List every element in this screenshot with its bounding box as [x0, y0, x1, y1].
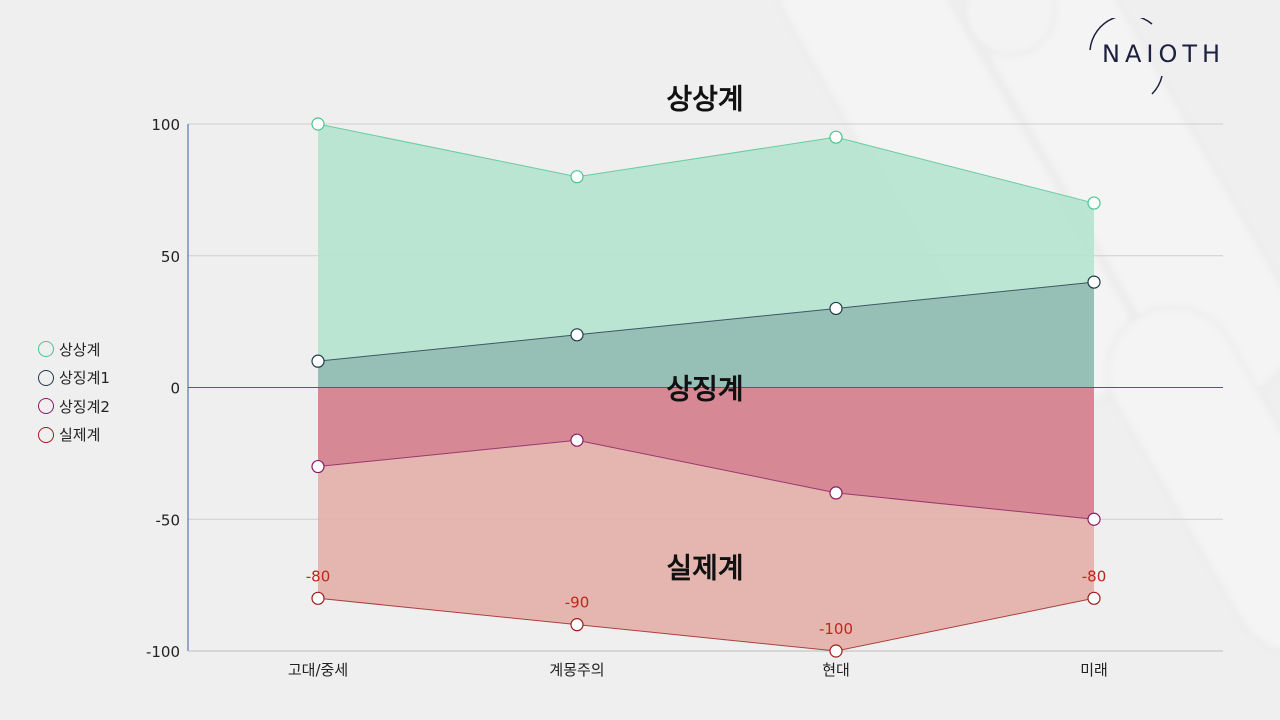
series-line-1: [317, 281, 1095, 362]
naioth-logo: NAIOTH: [1082, 18, 1252, 98]
logo-arc-icon: [1089, 18, 1163, 95]
data-label: -100: [819, 620, 853, 638]
data-point: [311, 591, 325, 605]
area-symbolic-lower: [318, 387, 1094, 520]
legend-item: 상상계: [38, 335, 110, 364]
legend-label: 상징계2: [59, 397, 110, 416]
data-point: [570, 328, 584, 342]
x-tick-label: 계몽주의: [549, 661, 604, 679]
legend-item: 실제계: [38, 421, 110, 450]
region-label: 상상계: [666, 83, 743, 116]
legend-item: 상징계2: [38, 392, 110, 421]
series-line-2: [317, 439, 1095, 520]
legend-marker-icon: [38, 341, 54, 358]
logo-text: NAIOTH: [1102, 40, 1226, 68]
data-point: [1087, 196, 1101, 210]
x-tick-label: 현대: [822, 661, 850, 679]
y-tick-label: 100: [151, 116, 180, 134]
area-real: [318, 440, 1094, 651]
data-point: [1087, 591, 1101, 605]
legend-marker-icon: [38, 426, 54, 443]
data-label: -90: [565, 594, 590, 612]
data-point: [570, 618, 584, 632]
y-tick-label: -50: [156, 511, 181, 529]
x-tick-label: 고대/중세: [288, 661, 348, 679]
legend-label: 상상계: [59, 340, 101, 359]
region-label: 상징계: [666, 373, 743, 406]
data-point: [829, 644, 843, 658]
x-tick-label: 미래: [1080, 661, 1108, 679]
series-line-0: [317, 123, 1095, 204]
legend-label: 실제계: [59, 426, 101, 445]
y-tick-label: -100: [146, 643, 180, 661]
legend-label: 상징계1: [59, 369, 110, 388]
area-symbolic-upper: [318, 282, 1094, 388]
data-label: -80: [306, 567, 331, 585]
legend-item: 상징계1: [38, 364, 110, 393]
data-point: [829, 486, 843, 500]
legend-marker-icon: [38, 369, 54, 386]
series-line-3: [317, 597, 1095, 652]
data-point: [311, 354, 325, 368]
legend-marker-icon: [38, 398, 54, 415]
data-point: [311, 459, 325, 474]
data-point: [1087, 275, 1101, 289]
region-label: 실제계: [666, 552, 743, 585]
data-point: [570, 170, 584, 184]
data-point: [311, 117, 325, 131]
data-label: -80: [1082, 567, 1107, 585]
data-point: [570, 433, 584, 447]
data-point: [1087, 512, 1101, 526]
data-point: [829, 301, 843, 316]
data-point: [829, 130, 843, 144]
y-tick-label: 0: [170, 380, 180, 398]
y-tick-label: 50: [161, 248, 180, 266]
